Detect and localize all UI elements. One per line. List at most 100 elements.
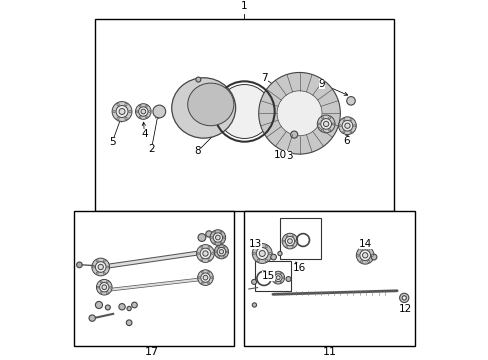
Circle shape bbox=[207, 246, 210, 248]
Circle shape bbox=[127, 306, 131, 311]
Circle shape bbox=[362, 253, 367, 258]
Circle shape bbox=[211, 252, 213, 255]
Circle shape bbox=[117, 117, 119, 120]
Circle shape bbox=[290, 131, 297, 138]
Text: 6: 6 bbox=[343, 136, 349, 145]
Circle shape bbox=[331, 123, 334, 125]
Circle shape bbox=[124, 117, 127, 120]
Circle shape bbox=[328, 117, 330, 119]
Circle shape bbox=[346, 96, 354, 105]
Circle shape bbox=[217, 256, 219, 257]
Bar bbox=[255, 261, 290, 291]
Circle shape bbox=[272, 277, 273, 278]
Circle shape bbox=[117, 103, 119, 106]
Circle shape bbox=[320, 118, 331, 129]
Circle shape bbox=[295, 240, 297, 242]
Circle shape bbox=[277, 251, 282, 256]
Circle shape bbox=[353, 125, 355, 127]
Circle shape bbox=[328, 129, 330, 131]
Text: 1: 1 bbox=[241, 1, 247, 12]
Circle shape bbox=[215, 235, 220, 240]
Circle shape bbox=[213, 242, 215, 244]
Circle shape bbox=[223, 237, 224, 238]
Circle shape bbox=[323, 121, 328, 127]
Circle shape bbox=[344, 123, 349, 129]
Circle shape bbox=[317, 115, 334, 133]
Text: 14: 14 bbox=[358, 239, 371, 248]
Circle shape bbox=[197, 252, 199, 255]
Circle shape bbox=[270, 254, 276, 260]
Circle shape bbox=[201, 282, 203, 284]
Text: 12: 12 bbox=[398, 303, 411, 314]
Bar bbox=[280, 218, 320, 259]
Circle shape bbox=[135, 104, 151, 119]
Circle shape bbox=[223, 246, 224, 248]
Circle shape bbox=[257, 246, 259, 248]
Circle shape bbox=[145, 105, 147, 107]
Circle shape bbox=[271, 271, 284, 284]
Circle shape bbox=[259, 251, 264, 256]
Circle shape bbox=[282, 277, 284, 278]
Circle shape bbox=[274, 273, 276, 274]
Circle shape bbox=[268, 252, 271, 255]
Circle shape bbox=[139, 105, 141, 107]
Circle shape bbox=[112, 102, 132, 121]
Circle shape bbox=[342, 120, 352, 131]
Circle shape bbox=[257, 259, 259, 262]
Circle shape bbox=[207, 271, 209, 273]
Bar bbox=[95, 19, 393, 211]
Circle shape bbox=[119, 303, 125, 310]
Circle shape bbox=[264, 246, 267, 248]
Circle shape bbox=[98, 264, 103, 270]
Circle shape bbox=[214, 245, 228, 259]
Circle shape bbox=[197, 270, 213, 285]
Circle shape bbox=[97, 286, 99, 288]
Circle shape bbox=[103, 272, 105, 274]
Circle shape bbox=[285, 237, 294, 246]
Circle shape bbox=[321, 117, 323, 119]
Circle shape bbox=[399, 293, 408, 302]
Circle shape bbox=[349, 131, 351, 133]
Circle shape bbox=[214, 251, 216, 253]
Circle shape bbox=[213, 233, 222, 242]
Circle shape bbox=[119, 108, 125, 114]
Circle shape bbox=[124, 103, 127, 106]
Text: 13: 13 bbox=[248, 239, 261, 248]
Circle shape bbox=[113, 110, 115, 113]
Circle shape bbox=[196, 77, 201, 82]
Circle shape bbox=[291, 235, 293, 237]
Text: 17: 17 bbox=[145, 347, 159, 357]
Circle shape bbox=[139, 107, 148, 116]
Circle shape bbox=[92, 266, 95, 268]
Circle shape bbox=[148, 111, 150, 112]
Circle shape bbox=[217, 247, 225, 256]
Circle shape bbox=[360, 260, 362, 262]
Circle shape bbox=[252, 244, 272, 264]
Circle shape bbox=[198, 277, 200, 279]
Circle shape bbox=[280, 273, 281, 274]
Circle shape bbox=[220, 231, 222, 233]
Circle shape bbox=[370, 254, 376, 260]
Circle shape bbox=[349, 118, 351, 121]
Circle shape bbox=[95, 301, 102, 309]
Circle shape bbox=[126, 320, 132, 325]
Circle shape bbox=[282, 240, 284, 242]
Text: 16: 16 bbox=[292, 264, 305, 273]
Circle shape bbox=[100, 281, 102, 283]
Circle shape bbox=[145, 116, 147, 118]
Circle shape bbox=[342, 131, 344, 133]
Text: 15: 15 bbox=[262, 270, 275, 280]
Circle shape bbox=[317, 123, 320, 125]
Circle shape bbox=[280, 281, 281, 283]
Circle shape bbox=[205, 231, 212, 237]
Ellipse shape bbox=[187, 83, 233, 126]
Circle shape bbox=[342, 118, 344, 121]
Circle shape bbox=[339, 125, 341, 127]
Circle shape bbox=[285, 235, 287, 237]
Circle shape bbox=[96, 272, 98, 274]
Text: 10: 10 bbox=[273, 150, 286, 160]
Text: 3: 3 bbox=[286, 151, 293, 161]
Circle shape bbox=[141, 109, 145, 114]
Text: 11: 11 bbox=[322, 347, 336, 357]
Circle shape bbox=[359, 250, 370, 261]
